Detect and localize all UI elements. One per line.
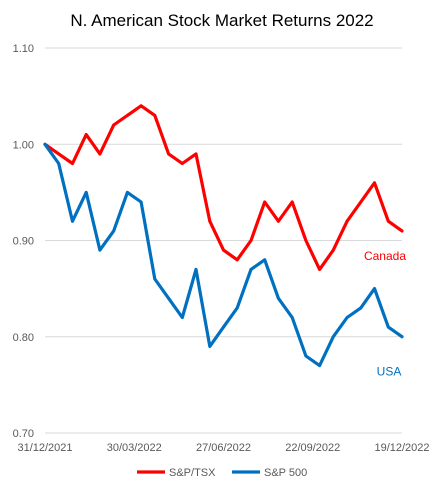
data-point bbox=[57, 162, 61, 165]
data-point bbox=[386, 219, 390, 223]
data-point bbox=[180, 162, 184, 165]
annotation-label: Canada bbox=[364, 249, 406, 263]
data-point bbox=[331, 248, 335, 252]
x-tick-label: 19/12/2022 bbox=[374, 442, 429, 454]
y-tick-label: 1.00 bbox=[13, 139, 34, 151]
data-point bbox=[359, 200, 363, 204]
data-point bbox=[84, 133, 88, 137]
data-point bbox=[249, 268, 253, 271]
data-point bbox=[290, 200, 294, 204]
chart-title: N. American Stock Market Returns 2022 bbox=[70, 11, 373, 30]
data-point bbox=[235, 258, 239, 262]
data-point bbox=[126, 114, 129, 117]
series-lines bbox=[43, 104, 404, 368]
data-point bbox=[139, 104, 143, 108]
data-point bbox=[112, 229, 116, 233]
data-point bbox=[167, 152, 171, 156]
data-point bbox=[153, 114, 157, 117]
data-point bbox=[208, 219, 212, 223]
data-point bbox=[84, 191, 88, 194]
data-point bbox=[290, 316, 294, 319]
data-point bbox=[345, 316, 349, 319]
data-point bbox=[208, 345, 212, 348]
y-tick-label: 0.90 bbox=[13, 236, 34, 248]
data-point bbox=[249, 239, 253, 242]
data-point bbox=[277, 296, 280, 300]
y-tick-label: 1.10 bbox=[13, 43, 34, 55]
legend: S&P/TSX S&P 500 bbox=[137, 467, 307, 479]
x-tick-label: 22/09/2022 bbox=[285, 442, 340, 454]
data-point bbox=[71, 162, 74, 165]
data-point bbox=[112, 123, 116, 127]
data-point bbox=[345, 219, 349, 223]
x-tick-label: 30/03/2022 bbox=[107, 442, 162, 454]
data-point bbox=[359, 306, 363, 310]
data-point bbox=[318, 268, 321, 271]
data-point bbox=[167, 296, 171, 300]
data-point bbox=[153, 277, 157, 281]
data-point bbox=[373, 287, 376, 290]
data-point bbox=[180, 316, 184, 319]
data-point bbox=[98, 152, 102, 156]
data-point bbox=[400, 335, 404, 339]
y-axis-ticks: 0.70 0.80 0.90 1.00 1.10 bbox=[13, 43, 34, 440]
series-line-1 bbox=[43, 142, 404, 368]
data-point bbox=[386, 325, 390, 329]
x-tick-label: 31/12/2021 bbox=[17, 442, 72, 454]
data-point bbox=[43, 142, 47, 146]
data-point bbox=[71, 219, 74, 223]
data-point bbox=[277, 219, 280, 223]
x-axis-ticks: 31/12/2021 30/03/2022 27/06/2022 22/09/2022… bbox=[17, 442, 429, 454]
data-point bbox=[331, 335, 335, 339]
annotation-label: USA bbox=[377, 364, 402, 378]
data-point bbox=[57, 152, 61, 156]
data-point bbox=[126, 191, 129, 194]
data-point bbox=[98, 248, 102, 252]
data-point bbox=[194, 268, 198, 271]
legend-label: S&P/TSX bbox=[169, 467, 216, 479]
data-point bbox=[263, 258, 267, 262]
data-point bbox=[139, 200, 143, 204]
data-point bbox=[318, 364, 321, 367]
x-tick-label: 27/06/2022 bbox=[196, 442, 251, 454]
annotations: Canada USA bbox=[364, 249, 406, 379]
data-point bbox=[235, 306, 239, 310]
data-point bbox=[222, 325, 225, 329]
data-point bbox=[304, 354, 308, 358]
data-point bbox=[222, 248, 225, 252]
data-point bbox=[304, 239, 308, 242]
y-tick-label: 0.80 bbox=[13, 332, 34, 344]
legend-label: S&P 500 bbox=[264, 467, 307, 479]
data-point bbox=[373, 181, 376, 185]
data-point bbox=[263, 200, 267, 204]
data-point bbox=[400, 229, 404, 233]
data-point bbox=[194, 152, 198, 156]
y-tick-label: 0.70 bbox=[13, 428, 34, 440]
